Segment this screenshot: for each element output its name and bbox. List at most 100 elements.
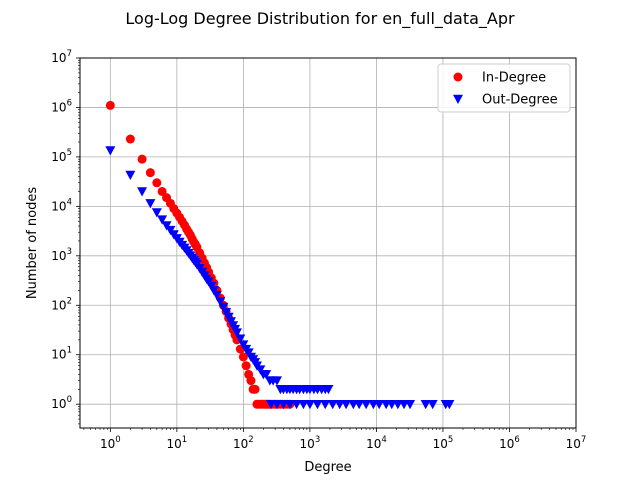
- x-tick-label: 106: [499, 435, 520, 451]
- data-point: [157, 215, 168, 225]
- data-point: [323, 385, 334, 395]
- x-tick-label-base: 10: [566, 437, 581, 451]
- y-tick-label-base: 10: [51, 100, 66, 114]
- legend-marker: [453, 72, 463, 82]
- x-tick-label-base: 10: [167, 437, 182, 451]
- y-tick-label: 105: [51, 148, 72, 164]
- x-tick-label-base: 10: [366, 437, 381, 451]
- plot-area: [80, 58, 576, 428]
- legend-box: [437, 63, 571, 113]
- x-tick-label-base: 10: [100, 437, 115, 451]
- y-tick-label-base: 10: [51, 150, 66, 164]
- y-tick-label-base: 10: [51, 348, 66, 362]
- y-tick-label: 106: [51, 98, 72, 114]
- x-tick-label-exponent: 7: [581, 435, 586, 445]
- data-point: [405, 399, 416, 410]
- data-point: [261, 370, 272, 380]
- x-tick-label-base: 10: [433, 437, 448, 451]
- data-point: [105, 146, 116, 156]
- y-tick-label: 100: [51, 395, 72, 411]
- data-point: [250, 384, 260, 394]
- data-point: [312, 399, 323, 410]
- y-tick-label-exponent: 7: [67, 49, 72, 59]
- data-point: [444, 399, 455, 410]
- data-point: [327, 399, 338, 410]
- plot-frame: [79, 57, 577, 429]
- y-tick-label-base: 10: [51, 397, 66, 411]
- y-tick-label-exponent: 5: [67, 148, 72, 158]
- data-point: [271, 399, 282, 410]
- data-point: [125, 134, 135, 144]
- y-tick-label-base: 10: [51, 51, 66, 65]
- data-point: [157, 186, 167, 196]
- data-point: [361, 399, 372, 410]
- x-tick-label-exponent: 1: [182, 435, 187, 445]
- data-point: [420, 399, 431, 410]
- data-point: [427, 399, 438, 410]
- y-tick-label-exponent: 2: [67, 296, 72, 306]
- data-point: [137, 154, 147, 164]
- x-tick-label-base: 10: [300, 437, 315, 451]
- legend-label: In-Degree: [482, 71, 546, 86]
- data-point: [218, 302, 229, 313]
- axis-ticks: 100 101 102 103 104 105 106 1071001011021031041…: [51, 49, 586, 451]
- data-point: [354, 399, 365, 410]
- y-tick-label: 102: [51, 296, 72, 312]
- data-point: [231, 328, 242, 338]
- data-point: [211, 290, 222, 301]
- y-tick-label: 101: [51, 346, 72, 362]
- y-axis-label: Number of nodes: [25, 187, 40, 299]
- x-tick-label: 105: [433, 435, 454, 451]
- data-point: [334, 399, 345, 410]
- data-point: [284, 399, 295, 410]
- x-tick-label-base: 10: [233, 437, 248, 451]
- data-point: [145, 168, 155, 178]
- y-tick-label-base: 10: [51, 249, 66, 263]
- y-tick-label: 107: [51, 49, 72, 65]
- data-point: [161, 221, 172, 231]
- x-axis-label: Degree: [304, 460, 351, 475]
- data-point: [246, 376, 256, 386]
- data-point: [137, 187, 148, 197]
- data-point: [215, 297, 226, 307]
- data-point: [125, 170, 136, 181]
- y-tick-label: 104: [51, 197, 72, 213]
- data-series: [105, 100, 455, 410]
- y-tick-label-exponent: 3: [67, 247, 72, 257]
- x-tick-label-exponent: 3: [315, 435, 320, 445]
- x-tick-label: 104: [366, 435, 387, 451]
- data-point: [241, 361, 251, 371]
- x-tick-label-exponent: 5: [448, 435, 453, 445]
- x-tick-label: 107: [566, 435, 587, 451]
- data-point: [374, 399, 385, 410]
- data-point: [320, 399, 331, 410]
- x-tick-label: 100: [100, 435, 121, 451]
- y-tick-label-base: 10: [51, 199, 66, 213]
- y-tick-label-exponent: 1: [67, 346, 72, 356]
- data-point: [278, 399, 289, 410]
- series-out-degree: [105, 146, 455, 410]
- data-point: [105, 100, 115, 110]
- data-point: [235, 334, 246, 344]
- data-point: [304, 399, 315, 410]
- data-point: [145, 199, 156, 209]
- x-tick-label: 102: [233, 435, 254, 451]
- y-tick-label-exponent: 0: [67, 395, 72, 405]
- y-tick-label: 103: [51, 247, 72, 263]
- data-point: [152, 178, 162, 188]
- legend-marker: [453, 94, 463, 104]
- x-tick-label: 103: [300, 435, 321, 451]
- data-point: [151, 208, 162, 218]
- legend-label: Out-Degree: [482, 93, 558, 108]
- data-point: [221, 308, 232, 318]
- data-point: [238, 352, 248, 362]
- x-tick-label: 101: [167, 435, 188, 451]
- legend: In-Degree Out-Degree: [437, 63, 571, 113]
- y-tick-label-base: 10: [51, 298, 66, 312]
- x-tick-label-base: 10: [499, 437, 514, 451]
- x-tick-label-exponent: 6: [514, 435, 519, 445]
- data-point: [271, 376, 282, 386]
- y-tick-label-exponent: 4: [67, 197, 72, 207]
- x-tick-label-exponent: 0: [115, 435, 120, 445]
